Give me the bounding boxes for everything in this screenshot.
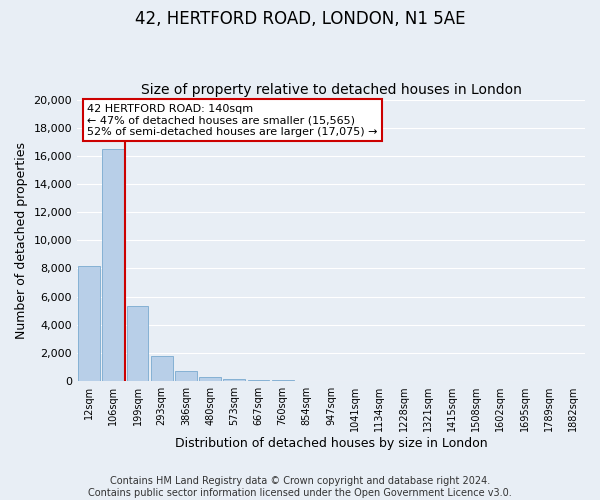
- Bar: [103, 149, 124, 381]
- Bar: [127, 306, 148, 381]
- Bar: [248, 380, 269, 381]
- Bar: [272, 380, 293, 381]
- X-axis label: Distribution of detached houses by size in London: Distribution of detached houses by size …: [175, 437, 487, 450]
- Bar: [223, 379, 245, 381]
- Bar: [151, 356, 173, 381]
- Text: 42, HERTFORD ROAD, LONDON, N1 5AE: 42, HERTFORD ROAD, LONDON, N1 5AE: [135, 10, 465, 28]
- Text: Contains HM Land Registry data © Crown copyright and database right 2024.
Contai: Contains HM Land Registry data © Crown c…: [88, 476, 512, 498]
- Text: 42 HERTFORD ROAD: 140sqm
← 47% of detached houses are smaller (15,565)
52% of se: 42 HERTFORD ROAD: 140sqm ← 47% of detach…: [87, 104, 378, 137]
- Title: Size of property relative to detached houses in London: Size of property relative to detached ho…: [140, 83, 521, 97]
- Bar: [175, 370, 197, 381]
- Bar: [78, 266, 100, 381]
- Bar: [199, 377, 221, 381]
- Y-axis label: Number of detached properties: Number of detached properties: [15, 142, 28, 339]
